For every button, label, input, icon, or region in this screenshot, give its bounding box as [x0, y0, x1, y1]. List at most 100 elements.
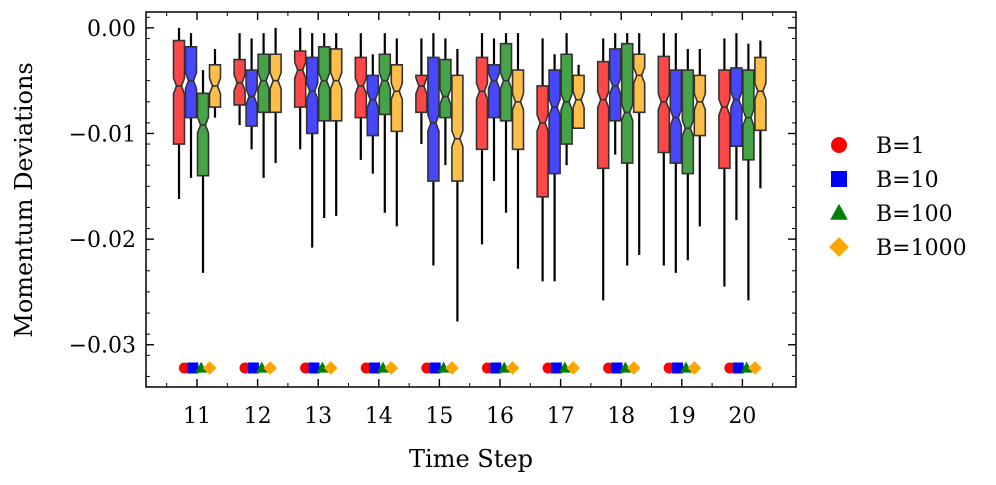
- box-B=1000-13: [329, 33, 343, 216]
- box-B=1000-20: [754, 40, 767, 189]
- box-B=100-16: [499, 33, 513, 213]
- marker-B=1000-11: [202, 361, 217, 375]
- box-B=100-18: [620, 33, 634, 266]
- marker-B=100-11: [195, 361, 208, 373]
- legend-label: B=10: [876, 168, 939, 193]
- box-body: [366, 74, 380, 137]
- box-B=1000-15: [451, 48, 464, 322]
- marker-B=1-13: [300, 362, 312, 374]
- box-body: [269, 53, 282, 114]
- x-tick-label: 18: [607, 404, 635, 429]
- x-tick-label: 13: [304, 404, 332, 429]
- box-B=1-20: [718, 38, 731, 287]
- box-B=1-12: [233, 33, 246, 126]
- box-body: [184, 46, 198, 119]
- marker-B=100-14: [376, 361, 390, 373]
- marker-B=1000-13: [323, 361, 338, 375]
- marker-B=100-19: [679, 361, 693, 373]
- box-body: [572, 74, 585, 129]
- marker-B=1000-14: [384, 361, 399, 375]
- box-body: [257, 53, 270, 114]
- box-B=10-14: [366, 54, 380, 174]
- box-body: [536, 85, 549, 198]
- box-body: [451, 74, 464, 182]
- marker-B=100-13: [316, 361, 329, 373]
- marker-B=1-17: [542, 362, 554, 374]
- box-B=100-13: [317, 33, 331, 218]
- x-axis-label: Time Step: [409, 445, 533, 473]
- box-body: [487, 64, 501, 119]
- box-body: [608, 48, 622, 122]
- x-tick-label: 11: [183, 404, 211, 429]
- marker-B=1-12: [239, 362, 251, 374]
- marker-B=10-19: [672, 362, 684, 374]
- box-body: [596, 60, 610, 170]
- marker-B=100-18: [619, 361, 632, 373]
- box-B=10-16: [487, 38, 501, 182]
- box-body: [439, 58, 452, 119]
- box-body: [390, 64, 404, 133]
- box-body: [317, 46, 331, 122]
- legend: B=1 B=10 B=100 B=1000: [829, 134, 967, 261]
- box-B=1000-14: [390, 38, 404, 227]
- box-B=100-17: [560, 33, 573, 166]
- box-body: [305, 56, 319, 135]
- box-body: [427, 56, 440, 182]
- box-B=10-13: [305, 33, 319, 248]
- box-B=100-14: [378, 33, 392, 213]
- x-tick-label: 15: [425, 404, 453, 429]
- legend-marker-square: [831, 171, 847, 187]
- box-B=100-11: [196, 70, 210, 273]
- legend-marker-diamond: [829, 237, 849, 257]
- markers-layer: [178, 361, 762, 375]
- box-B=1000-17: [572, 64, 585, 129]
- marker-B=10-14: [369, 362, 381, 374]
- box-B=1-18: [596, 38, 610, 301]
- legend-label: B=100: [876, 202, 953, 227]
- marker-B=10-13: [308, 362, 320, 374]
- marker-B=10-15: [429, 362, 441, 374]
- legend-label: B=1000: [876, 236, 967, 261]
- marker-B=100-12: [255, 361, 268, 373]
- marker-B=1000-15: [445, 361, 459, 375]
- box-body: [293, 50, 307, 108]
- legend-marker-triangle: [830, 203, 848, 220]
- marker-B=100-15: [437, 361, 450, 373]
- box-body: [378, 53, 392, 116]
- marker-B=1000-17: [566, 361, 581, 375]
- box-body: [196, 92, 210, 177]
- box-B=1-11: [172, 27, 186, 199]
- box-B=1000-18: [632, 33, 646, 255]
- box-body: [718, 69, 731, 170]
- box-body: [548, 69, 561, 175]
- x-tick-label: 14: [365, 404, 393, 429]
- box-B=1-16: [475, 33, 489, 245]
- box-body: [669, 69, 683, 164]
- marker-B=1-14: [360, 362, 372, 374]
- marker-B=1-11: [178, 362, 190, 374]
- marker-B=1000-12: [263, 361, 278, 375]
- legend-item-B=100: B=100: [830, 202, 953, 227]
- x-tick-label: 20: [728, 404, 756, 429]
- y-tick-label: −0.01: [69, 122, 136, 147]
- box-body: [632, 53, 646, 114]
- x-tick-label: 17: [547, 404, 575, 429]
- legend-label: B=1: [876, 134, 925, 159]
- x-tick-label: 12: [244, 404, 272, 429]
- box-body: [475, 56, 489, 151]
- plot-frame: [145, 11, 797, 388]
- box-body: [620, 42, 634, 164]
- marker-B=100-16: [498, 361, 511, 373]
- box-B=1000-12: [269, 27, 282, 164]
- box-B=1-17: [536, 38, 549, 282]
- box-body: [245, 69, 258, 127]
- box-B=1-13: [293, 27, 307, 150]
- marker-B=10-16: [490, 362, 502, 374]
- marker-B=10-20: [732, 362, 744, 374]
- marker-B=1-15: [421, 362, 433, 374]
- box-B=10-15: [427, 33, 440, 266]
- marker-B=1000-18: [626, 361, 641, 375]
- marker-B=1-20: [724, 362, 736, 374]
- marker-B=1000-20: [748, 361, 762, 375]
